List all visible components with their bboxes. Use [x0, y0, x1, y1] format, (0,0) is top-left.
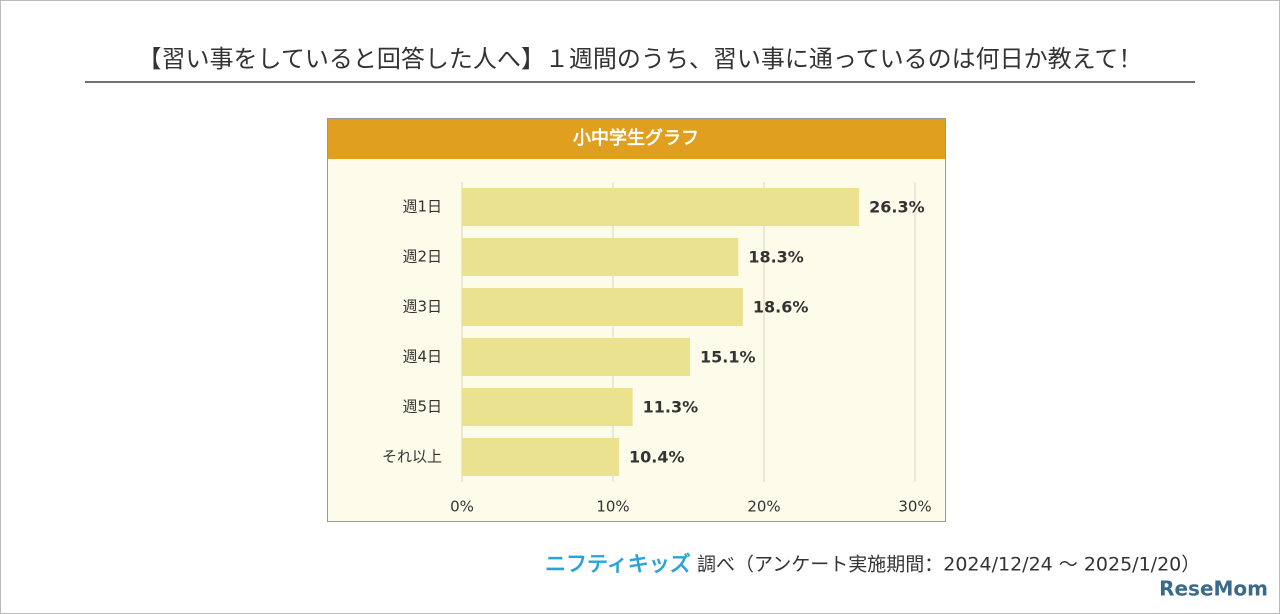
x-tick-label: 30% [898, 498, 931, 516]
bar [462, 438, 620, 476]
y-tick-label: 週4日 [402, 348, 442, 366]
page-title: 【習い事をしていると回答した人へ】１週間のうち、習い事に通っているのは何日か教え… [138, 45, 1143, 73]
value-label: 26.3% [869, 198, 925, 217]
x-tick-label: 20% [747, 498, 780, 516]
chart-title: 小中学生グラフ [573, 127, 699, 149]
value-label: 18.3% [748, 248, 804, 267]
watermark: ReseMom [1159, 577, 1268, 601]
value-label: 10.4% [629, 448, 685, 467]
x-tick-label: 10% [596, 498, 629, 516]
bar [462, 238, 739, 276]
y-tick-label: 週2日 [402, 248, 442, 266]
y-tick-label: それ以上 [382, 448, 442, 466]
x-tick-label: 0% [450, 498, 474, 516]
source-brand: ニフティキッズ [545, 552, 691, 576]
bar [462, 188, 860, 226]
value-label: 15.1% [700, 348, 756, 367]
y-tick-label: 週5日 [402, 398, 442, 416]
bar [462, 388, 633, 426]
bar [462, 338, 691, 376]
source-note: 調べ（アンケート実施期間：2024/12/24 ～ 2025/1/20） [697, 554, 1200, 576]
chart-header [328, 119, 945, 159]
y-tick-label: 週3日 [402, 298, 442, 316]
y-tick-label: 週1日 [402, 198, 442, 216]
value-label: 11.3% [643, 398, 699, 417]
bar [462, 288, 743, 326]
value-label: 18.6% [753, 298, 809, 317]
